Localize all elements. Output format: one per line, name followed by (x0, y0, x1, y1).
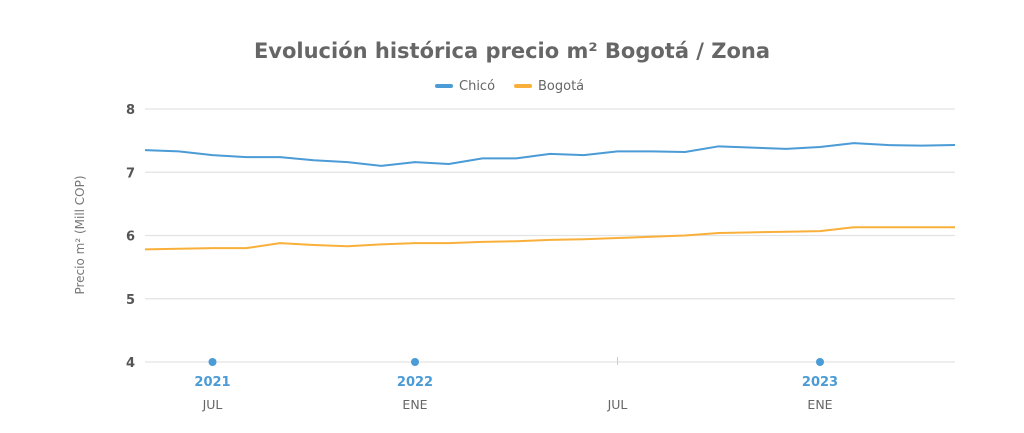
y-tick-label: 8 (126, 103, 135, 118)
y-axis-label: Precio m² (Mill COP) (73, 175, 87, 294)
x-tick-month: JUL (202, 397, 223, 412)
x-tick-year: 2023 (802, 375, 838, 390)
x-tick-year: 2021 (194, 375, 230, 390)
y-tick-label: 5 (126, 293, 135, 308)
x-axis: 2021 JUL 2022 ENE JUL 2023 ENE (194, 357, 838, 412)
series-line-0 (144, 142, 956, 167)
x-tick-month: JUL (607, 397, 628, 412)
legend: Chicó Bogotá (435, 79, 584, 94)
series-line-1 (144, 226, 955, 251)
legend-label[interactable]: Chicó (459, 79, 495, 94)
year-marker-dot (208, 358, 217, 366)
y-tick-label: 6 (126, 230, 135, 245)
chart-title: Evolución histórica precio m² Bogotá / Z… (254, 39, 770, 63)
year-marker-dot (816, 358, 824, 366)
x-tick-year: 2022 (397, 375, 433, 390)
x-tick-month: ENE (402, 397, 427, 412)
legend-label[interactable]: Bogotá (538, 79, 584, 94)
x-tick-month: ENE (807, 397, 832, 412)
series-lines (144, 142, 956, 251)
y-tick-label: 4 (126, 356, 135, 371)
y-tick-label: 7 (126, 166, 135, 181)
year-marker-dot (411, 358, 419, 366)
grid: 4 5 6 7 8 (126, 103, 955, 371)
